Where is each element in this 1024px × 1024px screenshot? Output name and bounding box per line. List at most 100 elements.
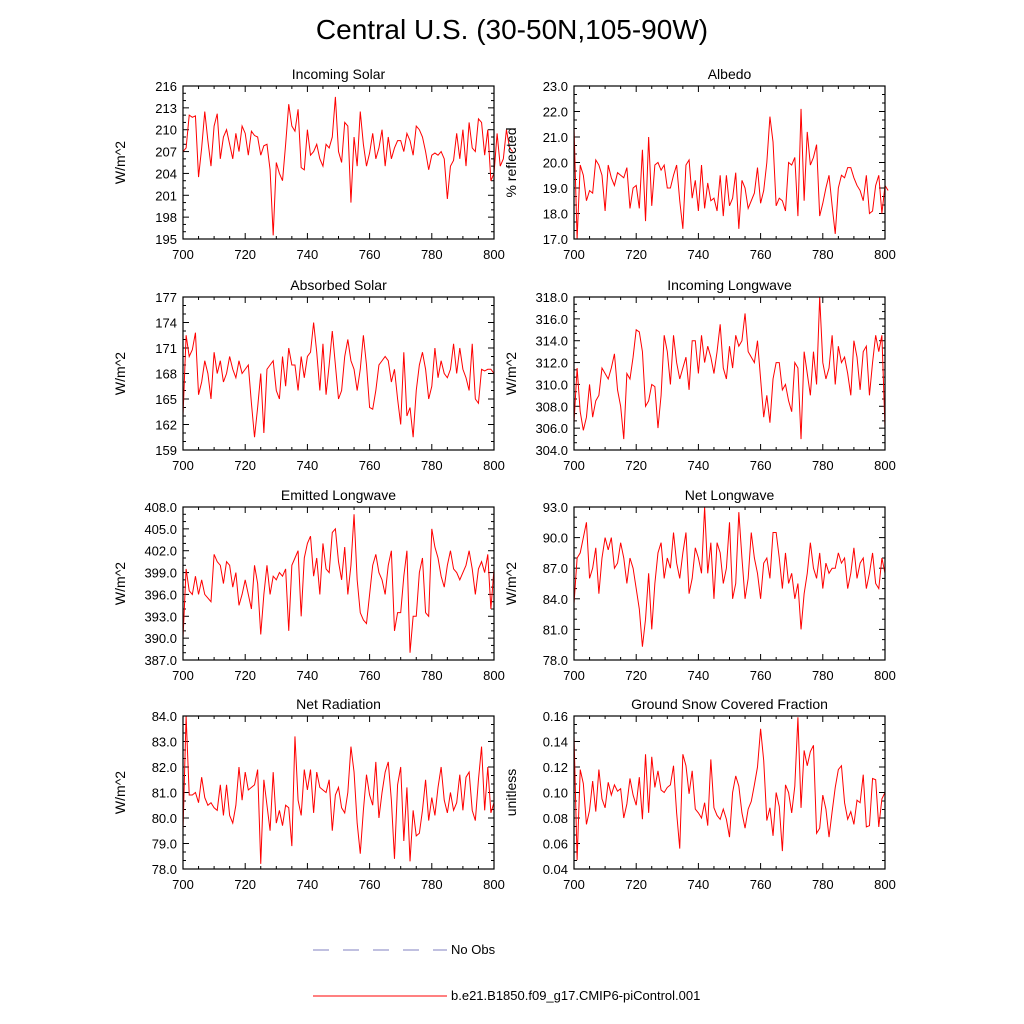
y-tick-label: 79.0 bbox=[152, 837, 177, 852]
y-tick-label: 81.0 bbox=[543, 622, 568, 637]
y-tick-label: 213 bbox=[155, 101, 177, 116]
y-tick-label: 318.0 bbox=[535, 290, 568, 305]
panel-title: Net Radiation bbox=[296, 696, 381, 712]
y-axis-label: W/m^2 bbox=[503, 562, 519, 605]
y-axis-label: unitless bbox=[503, 769, 519, 816]
x-tick-label: 800 bbox=[483, 877, 505, 892]
y-tick-label: 304.0 bbox=[535, 443, 568, 458]
x-tick-label: 740 bbox=[297, 877, 319, 892]
series-line bbox=[573, 717, 886, 861]
x-tick-label: 780 bbox=[812, 877, 834, 892]
y-tick-label: 0.16 bbox=[543, 709, 568, 724]
y-tick-label: 83.0 bbox=[152, 735, 177, 750]
y-tick-label: 84.0 bbox=[543, 592, 568, 607]
series-line bbox=[573, 506, 886, 647]
x-tick-label: 720 bbox=[625, 877, 647, 892]
x-tick-label: 740 bbox=[297, 458, 319, 473]
y-tick-label: 207 bbox=[155, 145, 177, 160]
y-tick-label: 21.0 bbox=[543, 130, 568, 145]
x-tick-label: 700 bbox=[563, 247, 585, 262]
x-tick-label: 780 bbox=[812, 458, 834, 473]
x-tick-label: 700 bbox=[172, 247, 194, 262]
panel-title: Incoming Solar bbox=[292, 66, 386, 82]
y-axis-label: % reflected bbox=[503, 127, 519, 197]
panel-incoming-longwave: Incoming Longwave W/m^2 304.0 306.0 308.0 310… bbox=[503, 277, 896, 473]
y-tick-label: 306.0 bbox=[535, 421, 568, 436]
y-tick-label: 204 bbox=[155, 166, 177, 181]
x-tick-label: 780 bbox=[421, 247, 443, 262]
y-tick-label: 198 bbox=[155, 210, 177, 225]
y-tick-label: 314.0 bbox=[535, 334, 568, 349]
plot-frame bbox=[182, 85, 495, 240]
x-tick-label: 780 bbox=[812, 668, 834, 683]
y-tick-label: 19.0 bbox=[543, 181, 568, 196]
y-tick-label: 171 bbox=[155, 341, 177, 356]
plot-frame bbox=[182, 715, 495, 870]
y-tick-label: 18.0 bbox=[543, 207, 568, 222]
x-tick-label: 780 bbox=[421, 668, 443, 683]
series-line bbox=[182, 96, 514, 236]
series-line bbox=[573, 296, 886, 440]
y-tick-label: 0.04 bbox=[543, 862, 568, 877]
y-tick-label: 90.0 bbox=[543, 531, 568, 546]
x-tick-label: 700 bbox=[563, 458, 585, 473]
x-tick-label: 760 bbox=[359, 458, 381, 473]
y-tick-label: 201 bbox=[155, 188, 177, 203]
y-tick-label: 93.0 bbox=[543, 500, 568, 515]
x-tick-label: 700 bbox=[172, 458, 194, 473]
x-tick-label: 700 bbox=[172, 877, 194, 892]
x-tick-label: 760 bbox=[750, 458, 772, 473]
x-tick-label: 720 bbox=[625, 668, 647, 683]
y-tick-label: 0.06 bbox=[543, 837, 568, 852]
x-tick-label: 740 bbox=[688, 877, 710, 892]
x-tick-label: 780 bbox=[421, 877, 443, 892]
y-tick-label: 80.0 bbox=[152, 811, 177, 826]
x-tick-label: 780 bbox=[812, 247, 834, 262]
y-axis-label: W/m^2 bbox=[112, 771, 128, 814]
y-tick-label: 17.0 bbox=[543, 232, 568, 247]
y-axis-label: W/m^2 bbox=[112, 562, 128, 605]
x-tick-label: 800 bbox=[483, 247, 505, 262]
y-tick-label: 312.0 bbox=[535, 356, 568, 371]
y-axis-label: W/m^2 bbox=[112, 352, 128, 395]
panel-title: Emitted Longwave bbox=[281, 487, 396, 503]
panel-title: Ground Snow Covered Fraction bbox=[631, 696, 828, 712]
y-tick-label: 78.0 bbox=[543, 653, 568, 668]
y-tick-label: 165 bbox=[155, 392, 177, 407]
y-tick-label: 405.0 bbox=[144, 522, 177, 537]
series-line bbox=[182, 514, 495, 653]
plot-frame bbox=[573, 85, 886, 240]
y-tick-label: 168 bbox=[155, 367, 177, 382]
y-tick-label: 399.0 bbox=[144, 566, 177, 581]
x-tick-label: 740 bbox=[688, 668, 710, 683]
y-tick-label: 387.0 bbox=[144, 653, 177, 668]
y-tick-label: 316.0 bbox=[535, 312, 568, 327]
y-tick-label: 159 bbox=[155, 443, 177, 458]
x-tick-label: 760 bbox=[359, 247, 381, 262]
panel-emitted-longwave: Emitted Longwave W/m^2 387.0 390.0 393.0 396.… bbox=[112, 487, 505, 683]
y-tick-label: 390.0 bbox=[144, 631, 177, 646]
plot-frame bbox=[182, 296, 495, 451]
plot-frame bbox=[573, 296, 886, 451]
x-tick-label: 800 bbox=[874, 458, 896, 473]
y-tick-label: 23.0 bbox=[543, 79, 568, 94]
x-tick-label: 800 bbox=[483, 458, 505, 473]
y-tick-label: 195 bbox=[155, 232, 177, 247]
x-tick-label: 720 bbox=[234, 877, 256, 892]
series-line bbox=[182, 322, 495, 438]
y-tick-label: 177 bbox=[155, 290, 177, 305]
x-tick-label: 740 bbox=[297, 668, 319, 683]
panel-ground-snow-covered-fraction: Ground Snow Covered Fraction unitless 0.04… bbox=[503, 696, 896, 892]
x-tick-label: 760 bbox=[359, 668, 381, 683]
y-axis-label: W/m^2 bbox=[112, 141, 128, 184]
y-tick-label: 87.0 bbox=[543, 561, 568, 576]
x-tick-label: 720 bbox=[234, 247, 256, 262]
plot-frame bbox=[573, 715, 886, 870]
y-tick-label: 0.14 bbox=[543, 735, 568, 750]
y-tick-label: 174 bbox=[155, 316, 177, 331]
x-tick-label: 800 bbox=[874, 668, 896, 683]
x-tick-label: 720 bbox=[625, 458, 647, 473]
plot-frame bbox=[182, 506, 495, 661]
panel-incoming-solar: Incoming Solar W/m^2 195 198 201 204 207 210 213… bbox=[112, 66, 514, 262]
